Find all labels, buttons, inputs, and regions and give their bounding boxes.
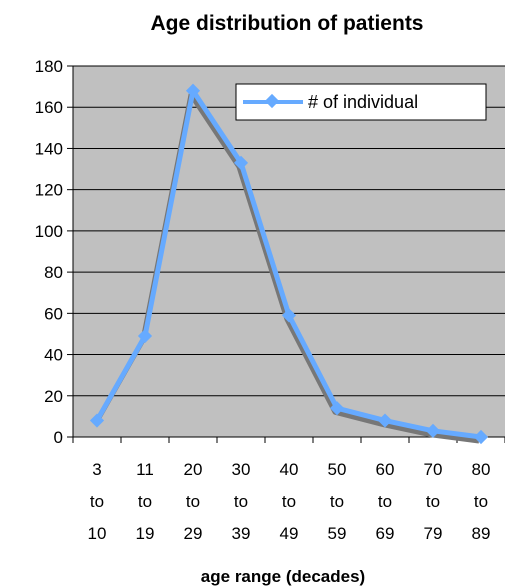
y-tick-label: 140 (35, 139, 63, 158)
x-tick-label: 69 (376, 524, 395, 543)
x-tick-label: 59 (328, 524, 347, 543)
x-tick-label: to (138, 492, 152, 511)
x-tick-label: 29 (184, 524, 203, 543)
x-tick-label: to (90, 492, 104, 511)
y-tick-label: 0 (54, 428, 63, 447)
x-tick-label: 39 (232, 524, 251, 543)
plot-area (73, 66, 505, 437)
x-tick-label: 20 (184, 460, 203, 479)
x-tick-label: 80 (472, 460, 491, 479)
legend: # of individual (235, 83, 487, 121)
y-tick-label: 100 (35, 222, 63, 241)
x-tick-label: 89 (472, 524, 491, 543)
x-tick-label: 70 (424, 460, 443, 479)
x-tick-label: 19 (136, 524, 155, 543)
y-tick-label: 180 (35, 57, 63, 76)
x-tick-label: 79 (424, 524, 443, 543)
data-point (137, 328, 153, 344)
x-tick-label: 40 (280, 460, 299, 479)
chart-title: Age distribution of patients (151, 12, 424, 35)
x-tick-label: 11 (136, 460, 154, 479)
data-point (281, 308, 297, 323)
gridlines (73, 65, 505, 397)
data-point (377, 413, 393, 428)
x-tick-label: to (234, 492, 248, 511)
x-tick-label: to (474, 492, 488, 511)
data-point (425, 423, 441, 438)
y-tick-label: 80 (44, 263, 63, 282)
x-tick-label: 30 (232, 460, 251, 479)
x-tick-label: 10 (88, 524, 107, 543)
y-tick-label: 20 (44, 387, 63, 406)
x-axis-tick-labels: 3 to 10 11 to 19 20 to 29 30 to 39 40 to 49 50 to 59 60 to 6… (88, 460, 491, 543)
data-point (233, 155, 249, 170)
y-tick-label: 60 (44, 304, 63, 323)
data-point (329, 401, 345, 416)
x-tick-label: 49 (280, 524, 299, 543)
x-tick-label: 60 (376, 460, 395, 479)
y-tick-label: 120 (35, 181, 63, 200)
x-tick-label: to (282, 492, 296, 511)
legend-label: # of individual (308, 92, 418, 112)
y-axis-tick-labels: 0 20 40 60 80 100 120 140 160 180 (35, 57, 63, 447)
legend-marker-swatch (264, 93, 280, 109)
x-tick-label: 50 (328, 460, 347, 479)
x-tick-label: to (186, 492, 200, 511)
x-tick-label: to (426, 492, 440, 511)
x-tick-label: 3 (92, 460, 101, 479)
y-tick-label: 40 (44, 346, 63, 365)
x-axis-title: age range (decades) (201, 567, 365, 586)
x-tick-label: to (330, 492, 344, 511)
y-tick-label: 160 (35, 98, 63, 117)
series-layer (89, 83, 489, 445)
data-point (473, 429, 489, 445)
data-point (89, 413, 105, 428)
x-tick-label: to (378, 492, 392, 511)
